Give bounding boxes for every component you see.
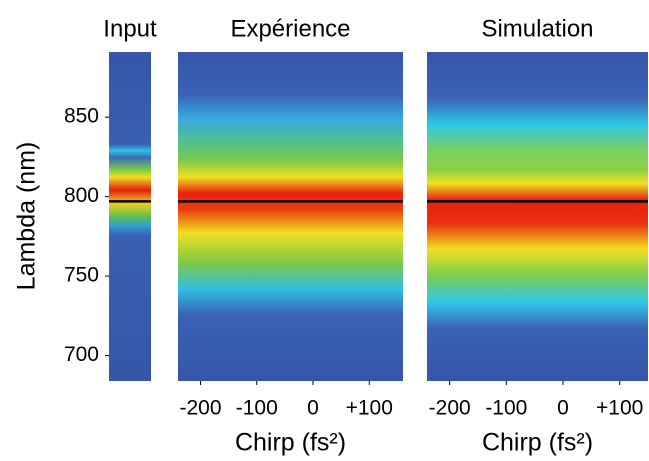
- x-tick-label: -200: [429, 397, 471, 420]
- heatmap-input: [109, 52, 151, 381]
- x-axis-label: Chirp (fs²): [482, 429, 593, 457]
- x-axis-label: Chirp (fs²): [235, 429, 346, 457]
- x-tick-label: -100: [485, 397, 527, 420]
- x-tick-label: +100: [596, 397, 643, 420]
- y-tick-label: 850: [64, 105, 99, 128]
- x-tick-label: -200: [179, 397, 221, 420]
- x-tick-label: -100: [236, 397, 278, 420]
- x-tick-label: +100: [346, 397, 393, 420]
- y-tick-label: 750: [64, 264, 99, 287]
- heatmap-experience: [178, 52, 403, 381]
- panel-title: Expérience: [230, 15, 350, 42]
- heatmap-simulation: [427, 52, 648, 381]
- x-tick-label: 0: [307, 397, 319, 420]
- y-tick-label: 800: [64, 184, 99, 207]
- x-tick-label: 0: [557, 397, 569, 420]
- y-axis-label: Lambda (nm): [13, 142, 41, 291]
- y-tick-label: 700: [64, 343, 99, 366]
- panel-title: Input: [103, 15, 157, 42]
- panel-title: Simulation: [481, 15, 593, 42]
